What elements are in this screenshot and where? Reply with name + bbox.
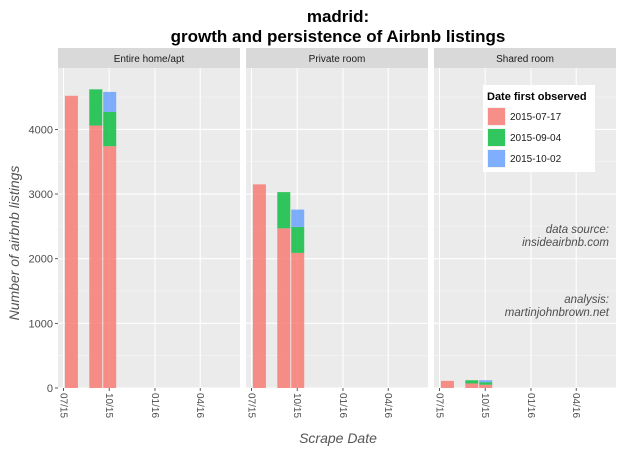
bar-segment [479,380,493,383]
x-tick-label: 04/16 [382,393,393,418]
x-tick-label: 07/15 [433,393,444,418]
annotation-source-label: data source: [546,224,609,236]
bar-segment [89,125,103,389]
y-tick-label: 2000 [29,254,53,266]
bar-segment [440,380,454,388]
x-tick-label: 04/16 [570,393,581,418]
legend-label: 2015-10-02 [510,154,562,165]
bar-segment [465,383,479,388]
facet-strip-label: Entire home/apt [114,54,185,65]
facet-panel: Entire home/apt 07/15 10/15 01/16 04/16 [57,48,240,418]
bar-segment [252,184,266,388]
bar-segment [89,89,103,126]
bar-segment [64,95,78,389]
legend-key [488,108,505,125]
x-tick-label: 01/16 [149,393,160,418]
panel-background [246,68,428,388]
bar-segment [291,209,305,228]
legend-title: Date first observed [487,91,587,103]
bar-segment [291,227,305,253]
panel-background [58,68,240,388]
x-tick-label: 07/15 [245,393,256,418]
y-tick-label: 0 [47,383,53,395]
chart-title-line2: growth and persistence of Airbnb listing… [171,27,506,46]
legend-label: 2015-07-17 [510,112,562,123]
legend: Date first observed 2015-07-17 2015-09-04 2… [483,85,595,172]
y-tick-label: 4000 [29,124,53,136]
x-axis-label: Scrape Date [299,430,377,446]
bar-segment [277,192,291,229]
bar-segment [479,384,493,388]
annotation-analysis-label: analysis: [564,294,609,306]
x-tick-label: 01/16 [525,393,536,418]
legend-label: 2015-09-04 [510,133,562,144]
bar-segment [465,380,479,384]
bar-segment [103,91,117,112]
bar-segment [479,382,493,385]
x-tick-label: 04/16 [194,393,205,418]
bar-segment [291,252,305,388]
legend-key [488,129,505,146]
x-tick-label: 10/15 [479,393,490,418]
annotation-analysis-value: martinjohnbrown.net [505,307,610,319]
y-axis-label: Number of airbnb listings [6,166,22,321]
annotation-source-value: insideairbnb.com [522,237,609,249]
bar-segment [277,228,291,388]
bar-segment [103,146,117,388]
facet-panel: Private room 07/15 10/15 01/16 04/16 [245,48,428,418]
facet-strip [434,48,616,68]
x-tick-label: 01/16 [337,393,348,418]
y-tick-label: 1000 [29,318,53,330]
facet-strip-label: Private room [309,54,366,65]
facet-strip [58,48,240,68]
facet-strip-label: Shared room [496,54,554,65]
y-tick-label: 3000 [29,189,53,201]
legend-key [488,150,505,167]
x-tick-label: 10/15 [103,393,114,418]
chart-title-line1: madrid: [307,7,369,26]
facet-strip [246,48,428,68]
bar-segment [103,111,117,147]
x-tick-label: 10/15 [291,393,302,418]
x-tick-label: 07/15 [57,393,68,418]
